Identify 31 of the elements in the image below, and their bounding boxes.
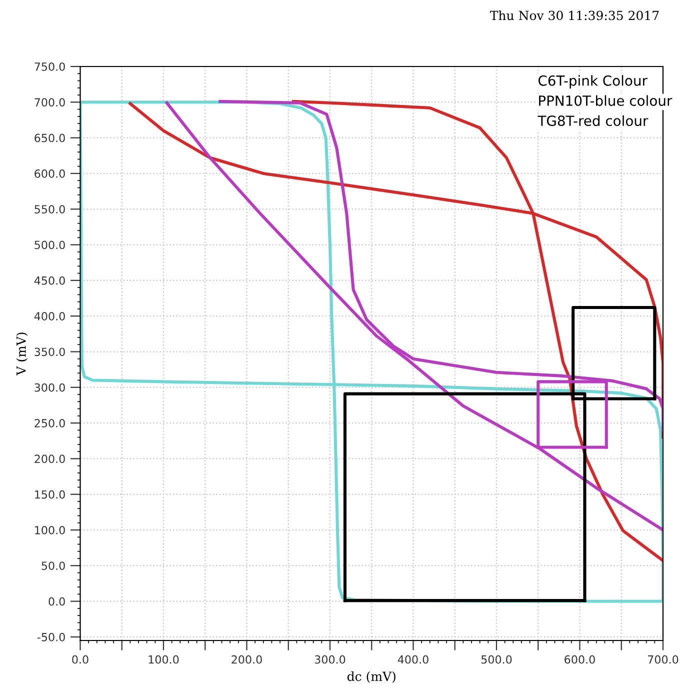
annotation: C6T-pink Colour (538, 75, 648, 89)
annotation: TG8T-red colour (538, 115, 648, 126)
y-tick-label: 500.0 (34, 240, 65, 250)
y-tick-label: 150.0 (35, 490, 65, 499)
y-tick-label: 700.0 (34, 98, 65, 107)
x-tick-label: 300.0 (314, 655, 346, 664)
y-tick-label: 550.0 (34, 205, 65, 214)
y-tick-label: 100.0 (35, 526, 65, 534)
y-tick-label: 750.0 (34, 62, 65, 71)
y-tick-label: 400.0 (34, 312, 65, 320)
x-tick-label: 200.0 (232, 655, 262, 664)
y-tick-label: 350.0 (34, 348, 65, 356)
x-tick-label: 600.0 (564, 655, 595, 664)
x-tick-label: 700.0 (648, 655, 678, 664)
text: Thu Nov 30 11:39:35 2017 (490, 10, 659, 20)
y-tick-label: -50.0 (37, 632, 65, 642)
y-axis-title: V (mV) (16, 332, 28, 376)
x-tick-label: 500.0 (481, 655, 512, 664)
y-tick-label: 0.0 (48, 597, 65, 606)
y-tick-label: 600.0 (34, 169, 65, 178)
y-tick-label: 200.0 (34, 454, 65, 464)
x-axis-title: dc (mV) (347, 671, 396, 683)
y-tick-label: 250.0 (34, 418, 65, 428)
x-tick-label: 400.0 (398, 655, 428, 664)
y-tick-label: 450.0 (34, 276, 65, 285)
y-tick-label: 300.0 (34, 383, 65, 392)
annotation: PPN10T-blue colour (539, 95, 672, 106)
x-tick-label: 100.0 (148, 655, 179, 664)
y-tick-label: 650.0 (34, 134, 65, 142)
y-tick-label: 50.0 (42, 562, 65, 570)
x-tick-label: 0.0 (72, 655, 88, 664)
